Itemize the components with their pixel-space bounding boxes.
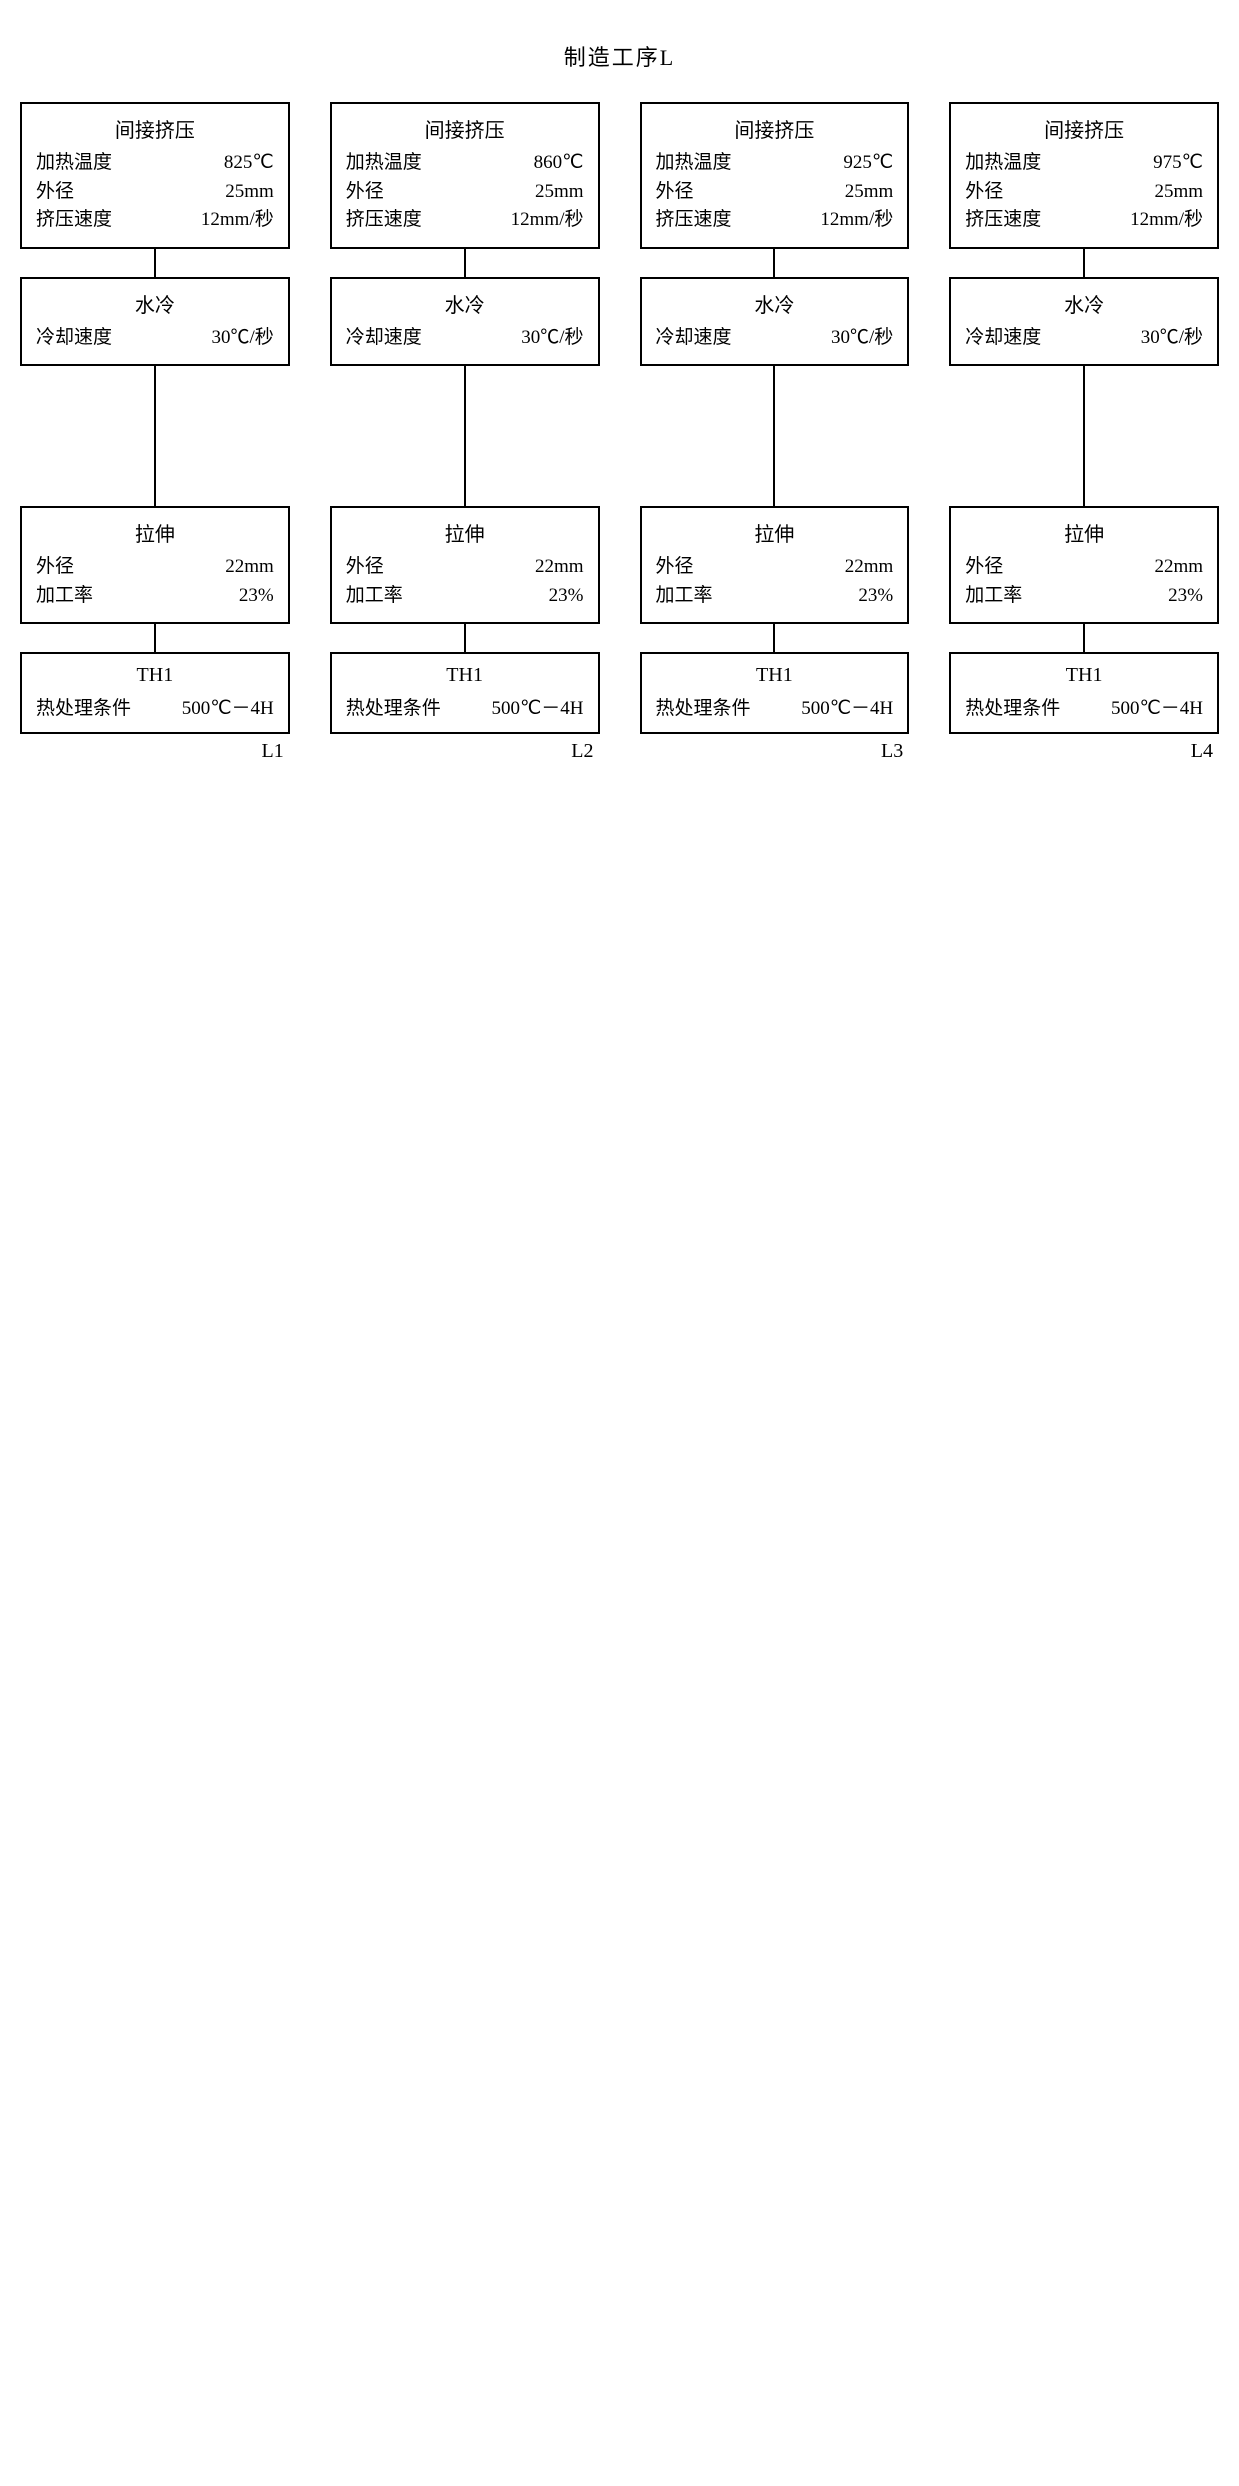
- outer-dia-row: 外径25mm: [965, 178, 1203, 207]
- water-cool-title: 水冷: [346, 289, 584, 318]
- extrusion-title: 间接挤压: [36, 114, 274, 143]
- drawing-title: 拉伸: [346, 518, 584, 547]
- extrusion-box: 间接挤压加热温度860℃外径25mm挤压速度12mm/秒: [330, 102, 600, 249]
- connector: [1083, 624, 1085, 652]
- drawing-box: 拉伸外径22mm加工率23%: [20, 506, 290, 624]
- process-column-L3: 间接挤压加热温度925℃外径25mm挤压速度12mm/秒水冷冷却速度30℃/秒拉…: [640, 102, 910, 763]
- drawing-title: 拉伸: [656, 518, 894, 547]
- connector: [1083, 366, 1085, 506]
- connector: [464, 624, 466, 652]
- cooling-rate-row: 冷却速度30℃/秒: [346, 324, 584, 353]
- connector: [773, 366, 775, 506]
- water-cooling-box: 水冷冷却速度30℃/秒: [20, 277, 290, 367]
- th-cond-row: 热处理条件500℃－4H: [656, 693, 894, 720]
- connector: [154, 624, 156, 652]
- connector: [773, 249, 775, 277]
- water-cooling-box: 水冷冷却速度30℃/秒: [949, 277, 1219, 367]
- heat-treatment-box: TH1 热处理条件500℃－4H: [330, 652, 600, 734]
- th-title: TH1: [656, 664, 894, 687]
- drawing-title: 拉伸: [965, 518, 1203, 547]
- diagram-title: 制造工序L: [20, 40, 1219, 72]
- th-title: TH1: [36, 664, 274, 687]
- connector: [154, 249, 156, 277]
- extrusion-title: 间接挤压: [965, 114, 1203, 143]
- drawing-box: 拉伸外径22mm加工率23%: [640, 506, 910, 624]
- extrusion-speed-row: 挤压速度12mm/秒: [965, 206, 1203, 235]
- drawing-outer-dia-row: 外径22mm: [346, 553, 584, 582]
- cooling-rate-row: 冷却速度30℃/秒: [656, 324, 894, 353]
- water-cool-title: 水冷: [36, 289, 274, 318]
- extrusion-box: 间接挤压加热温度975℃外径25mm挤压速度12mm/秒: [949, 102, 1219, 249]
- outer-dia-row: 外径25mm: [346, 178, 584, 207]
- heat-treatment-box: TH1 热处理条件500℃－4H: [949, 652, 1219, 734]
- heat-treatment-box: TH1 热处理条件500℃－4H: [20, 652, 290, 734]
- extrusion-speed-row: 挤压速度12mm/秒: [656, 206, 894, 235]
- cooling-rate-row: 冷却速度30℃/秒: [965, 324, 1203, 353]
- th-cond-row: 热处理条件500℃－4H: [36, 693, 274, 720]
- drawing-outer-dia-row: 外径22mm: [965, 553, 1203, 582]
- column-label: L4: [1191, 740, 1219, 763]
- heat-treatment-box: TH1 热处理条件500℃－4H: [640, 652, 910, 734]
- th-cond-row: 热处理条件500℃－4H: [965, 693, 1203, 720]
- th-title: TH1: [965, 664, 1203, 687]
- th-title: TH1: [346, 664, 584, 687]
- extrusion-box: 间接挤压加热温度925℃外径25mm挤压速度12mm/秒: [640, 102, 910, 249]
- drawing-outer-dia-row: 外径22mm: [36, 553, 274, 582]
- outer-dia-row: 外径25mm: [36, 178, 274, 207]
- drawing-outer-dia-row: 外径22mm: [656, 553, 894, 582]
- heating-temp-row: 加热温度860℃: [346, 149, 584, 178]
- drawing-title: 拉伸: [36, 518, 274, 547]
- extrusion-title: 间接挤压: [656, 114, 894, 143]
- outer-dia-row: 外径25mm: [656, 178, 894, 207]
- heating-temp-row: 加热温度925℃: [656, 149, 894, 178]
- extrusion-box: 间接挤压加热温度825℃外径25mm挤压速度12mm/秒: [20, 102, 290, 249]
- cooling-rate-row: 冷却速度30℃/秒: [36, 324, 274, 353]
- processing-rate-row: 加工率23%: [346, 582, 584, 611]
- connector: [1083, 249, 1085, 277]
- heating-temp-row: 加热温度975℃: [965, 149, 1203, 178]
- connector: [464, 249, 466, 277]
- connector: [464, 366, 466, 506]
- process-column-L4: 间接挤压加热温度975℃外径25mm挤压速度12mm/秒水冷冷却速度30℃/秒拉…: [949, 102, 1219, 763]
- heating-temp-row: 加热温度825℃: [36, 149, 274, 178]
- processing-rate-row: 加工率23%: [36, 582, 274, 611]
- drawing-box: 拉伸外径22mm加工率23%: [330, 506, 600, 624]
- column-label: L3: [881, 740, 909, 763]
- extrusion-speed-row: 挤压速度12mm/秒: [36, 206, 274, 235]
- water-cool-title: 水冷: [965, 289, 1203, 318]
- processing-rate-row: 加工率23%: [965, 582, 1203, 611]
- water-cooling-box: 水冷冷却速度30℃/秒: [640, 277, 910, 367]
- connector: [773, 624, 775, 652]
- column-label: L1: [262, 740, 290, 763]
- process-column-L1: 间接挤压加热温度825℃外径25mm挤压速度12mm/秒水冷冷却速度30℃/秒拉…: [20, 102, 290, 763]
- water-cool-title: 水冷: [656, 289, 894, 318]
- extrusion-title: 间接挤压: [346, 114, 584, 143]
- processing-rate-row: 加工率23%: [656, 582, 894, 611]
- drawing-box: 拉伸外径22mm加工率23%: [949, 506, 1219, 624]
- water-cooling-box: 水冷冷却速度30℃/秒: [330, 277, 600, 367]
- connector: [154, 366, 156, 506]
- extrusion-speed-row: 挤压速度12mm/秒: [346, 206, 584, 235]
- columns-container: 间接挤压加热温度825℃外径25mm挤压速度12mm/秒水冷冷却速度30℃/秒拉…: [20, 102, 1219, 763]
- column-label: L2: [571, 740, 599, 763]
- th-cond-row: 热处理条件500℃－4H: [346, 693, 584, 720]
- process-column-L2: 间接挤压加热温度860℃外径25mm挤压速度12mm/秒水冷冷却速度30℃/秒拉…: [330, 102, 600, 763]
